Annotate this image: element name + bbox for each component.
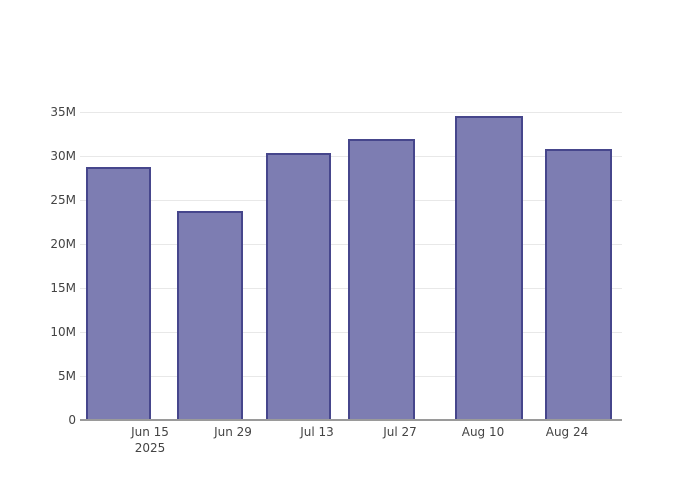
bar-aug-10[interactable] [455,115,523,420]
bar-jul-27[interactable] [348,139,415,420]
x-tick-year-label: 2025 [134,441,166,455]
y-tick-label-20m: 20M [50,237,76,251]
x-tick-label-jun-15: Jun 15 [131,425,169,439]
bar-jun-29[interactable] [177,210,243,420]
x-tick-label-jul-13: Jul 13 [300,425,334,439]
y-tick-label-35m: 35M [50,105,76,119]
bar-jun-15[interactable] [86,166,151,420]
x-tick-label-aug-10: Aug 10 [461,425,505,439]
x-axis-line [80,419,622,421]
y-tick-label-15m: 15M [50,281,76,295]
y-tick-label-25m: 25M [50,193,76,207]
x-tick-label-aug-24: Aug 24 [545,425,589,439]
bar-aug-24[interactable] [545,148,612,420]
y-tick-label-5m: 5M [58,369,76,383]
bar-jul-13[interactable] [266,153,331,420]
x-tick-label-jul-27: Jul 27 [383,425,417,439]
y-tick-label-30m: 30M [50,149,76,163]
y-tick-label-10m: 10M [50,325,76,339]
x-tick-label-jun-29: Jun 29 [214,425,252,439]
gridline-35m [80,112,622,113]
y-tick-label-0: 0 [68,413,76,427]
